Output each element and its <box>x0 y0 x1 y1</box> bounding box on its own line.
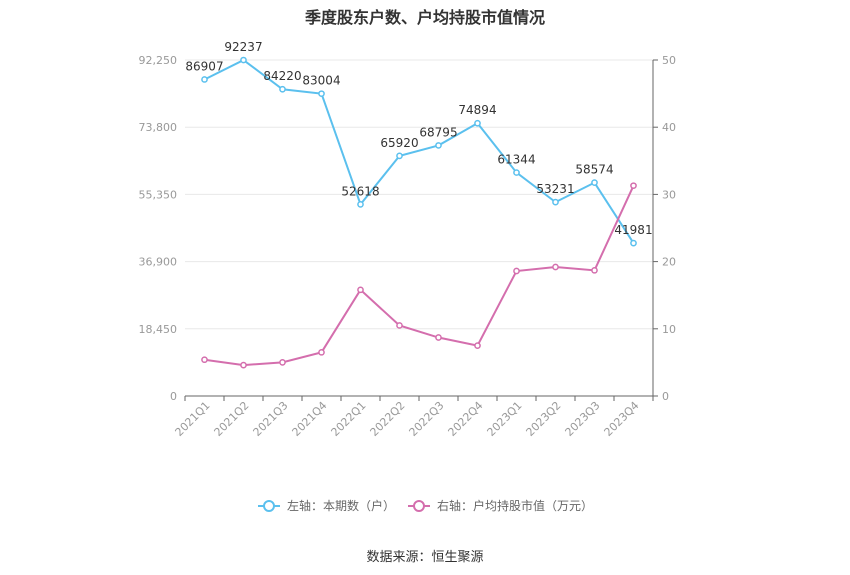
data-point-left <box>435 142 442 149</box>
x-axis-label: 2021Q1 <box>173 399 213 439</box>
right-axis-tick-label: 0 <box>662 390 669 403</box>
right-axis-tick-label: 50 <box>662 54 676 67</box>
data-point-left <box>396 152 403 160</box>
data-point-left <box>318 90 325 98</box>
data-point-left <box>474 119 481 127</box>
right-axis-tick-label: 30 <box>662 188 676 201</box>
right-axis-tick-label: 40 <box>662 121 676 134</box>
left-axis-tick-label: 92,250 <box>139 54 178 67</box>
data-point-right <box>513 267 520 275</box>
left-axis-tick-label: 73,800 <box>139 121 178 134</box>
data-label: 65920 <box>380 136 418 150</box>
data-label: 41981 <box>614 223 652 237</box>
data-label: 84220 <box>263 69 301 83</box>
data-point-right <box>435 334 442 341</box>
data-label: 86907 <box>185 59 223 73</box>
right-axis-tick-label: 10 <box>662 323 676 336</box>
data-point-right <box>357 286 364 294</box>
data-point-left <box>201 76 208 83</box>
x-axis-label: 2022Q4 <box>446 399 486 439</box>
data-label: 68795 <box>419 125 457 139</box>
legend-marker-left <box>263 500 275 512</box>
left-axis-tick-label: 0 <box>170 390 177 403</box>
data-point-left <box>513 169 520 176</box>
data-point-right <box>201 356 208 364</box>
data-point-right <box>552 263 559 271</box>
x-axis-label: 2023Q3 <box>563 399 603 439</box>
left-axis-tick-label: 36,900 <box>139 256 178 269</box>
data-label: 53231 <box>536 182 574 196</box>
data-label: 83004 <box>302 74 340 88</box>
data-label: 74894 <box>458 103 496 117</box>
data-point-right <box>240 361 247 369</box>
x-axis-label: 2021Q4 <box>290 399 330 439</box>
legend-marker-right <box>413 500 425 512</box>
legend-label-right: 右轴：户均持股市值（万元） <box>437 498 593 513</box>
data-point-right <box>630 182 637 190</box>
x-axis-label: 2023Q4 <box>602 399 642 439</box>
data-point-right <box>474 342 481 349</box>
x-axis-label: 2023Q1 <box>485 399 525 439</box>
chart-title: 季度股东户数、户均持股市值情况 <box>304 8 545 27</box>
data-point-right <box>279 359 286 366</box>
x-axis-label: 2021Q3 <box>251 399 291 439</box>
x-axis-label: 2022Q3 <box>407 399 447 439</box>
data-point-left <box>279 85 286 93</box>
data-label: 52618 <box>341 184 379 198</box>
right-axis-tick-label: 20 <box>662 256 676 269</box>
series-line-left <box>204 58 635 244</box>
x-axis-label: 2022Q1 <box>329 399 369 439</box>
data-point-left <box>591 179 598 187</box>
data-point-left <box>357 201 364 208</box>
data-label: 58574 <box>575 163 613 177</box>
source-note: 数据来源：恒生聚源 <box>366 550 484 565</box>
x-axis-label: 2022Q2 <box>368 399 408 439</box>
data-point-left <box>552 198 559 206</box>
data-point-right <box>591 266 598 274</box>
data-point-right <box>396 322 403 329</box>
data-label: 61344 <box>497 153 535 167</box>
data-point-right <box>318 348 325 356</box>
x-axis-label: 2023Q2 <box>524 399 564 439</box>
left-axis-tick-label: 18,450 <box>139 323 178 336</box>
data-point-left <box>630 239 637 247</box>
legend-label-left: 左轴：本期数（户） <box>287 498 395 513</box>
left-axis-tick-label: 55,350 <box>139 188 178 201</box>
data-point-left <box>240 56 247 64</box>
series-line-right <box>204 185 635 367</box>
data-label: 92237 <box>224 40 262 54</box>
x-axis-label: 2021Q2 <box>212 399 252 439</box>
